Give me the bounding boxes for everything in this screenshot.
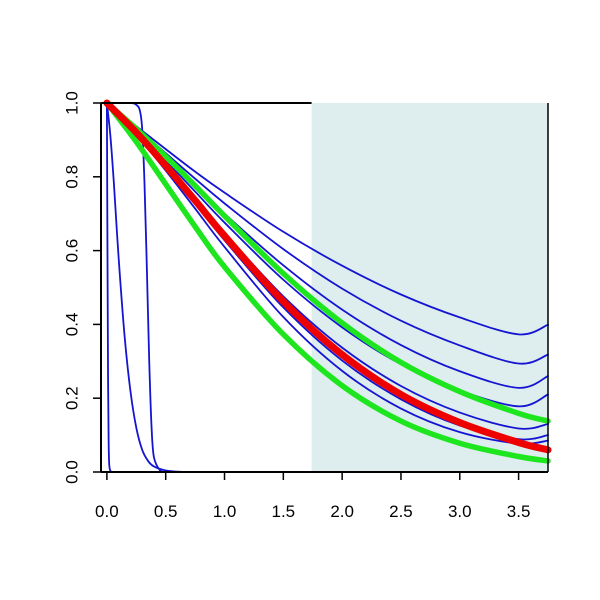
shaded-region — [311, 103, 548, 472]
series-line-blue-10 — [105, 102, 122, 473]
series-line-green-11 — [104, 100, 551, 424]
x-tick-label: 3.5 — [507, 502, 531, 521]
series-line-blue-9 — [105, 101, 167, 473]
series-line-blue-1 — [105, 102, 549, 336]
x-tick-label: 1.5 — [272, 502, 296, 521]
y-tick-label: 0.2 — [62, 386, 81, 410]
series-line-green-12 — [104, 100, 551, 464]
series-layer — [103, 99, 552, 473]
x-tick-label: 2.0 — [330, 502, 354, 521]
x-tick-label: 0.5 — [154, 502, 178, 521]
y-tick-label: 0.0 — [62, 460, 81, 484]
y-tick-label: 1.0 — [62, 91, 81, 115]
x-tick-label: 0.0 — [95, 502, 119, 521]
x-tick-label: 2.5 — [389, 502, 413, 521]
y-axis: 0.0 0.2 0.4 0.6 0.8 1.0 — [62, 91, 101, 484]
y-tick-label: 0.6 — [62, 239, 81, 263]
x-axis: 0.0 0.5 1.0 1.5 2.0 2.5 3.0 3.5 — [95, 472, 530, 521]
y-tick-label: 0.4 — [62, 313, 81, 337]
x-tick-label: 3.0 — [448, 502, 472, 521]
x-tick-label: 1.0 — [213, 502, 237, 521]
series-line-red-13 — [103, 99, 552, 454]
y-tick-label: 0.8 — [62, 165, 81, 189]
series-line-blue-8 — [105, 102, 202, 473]
